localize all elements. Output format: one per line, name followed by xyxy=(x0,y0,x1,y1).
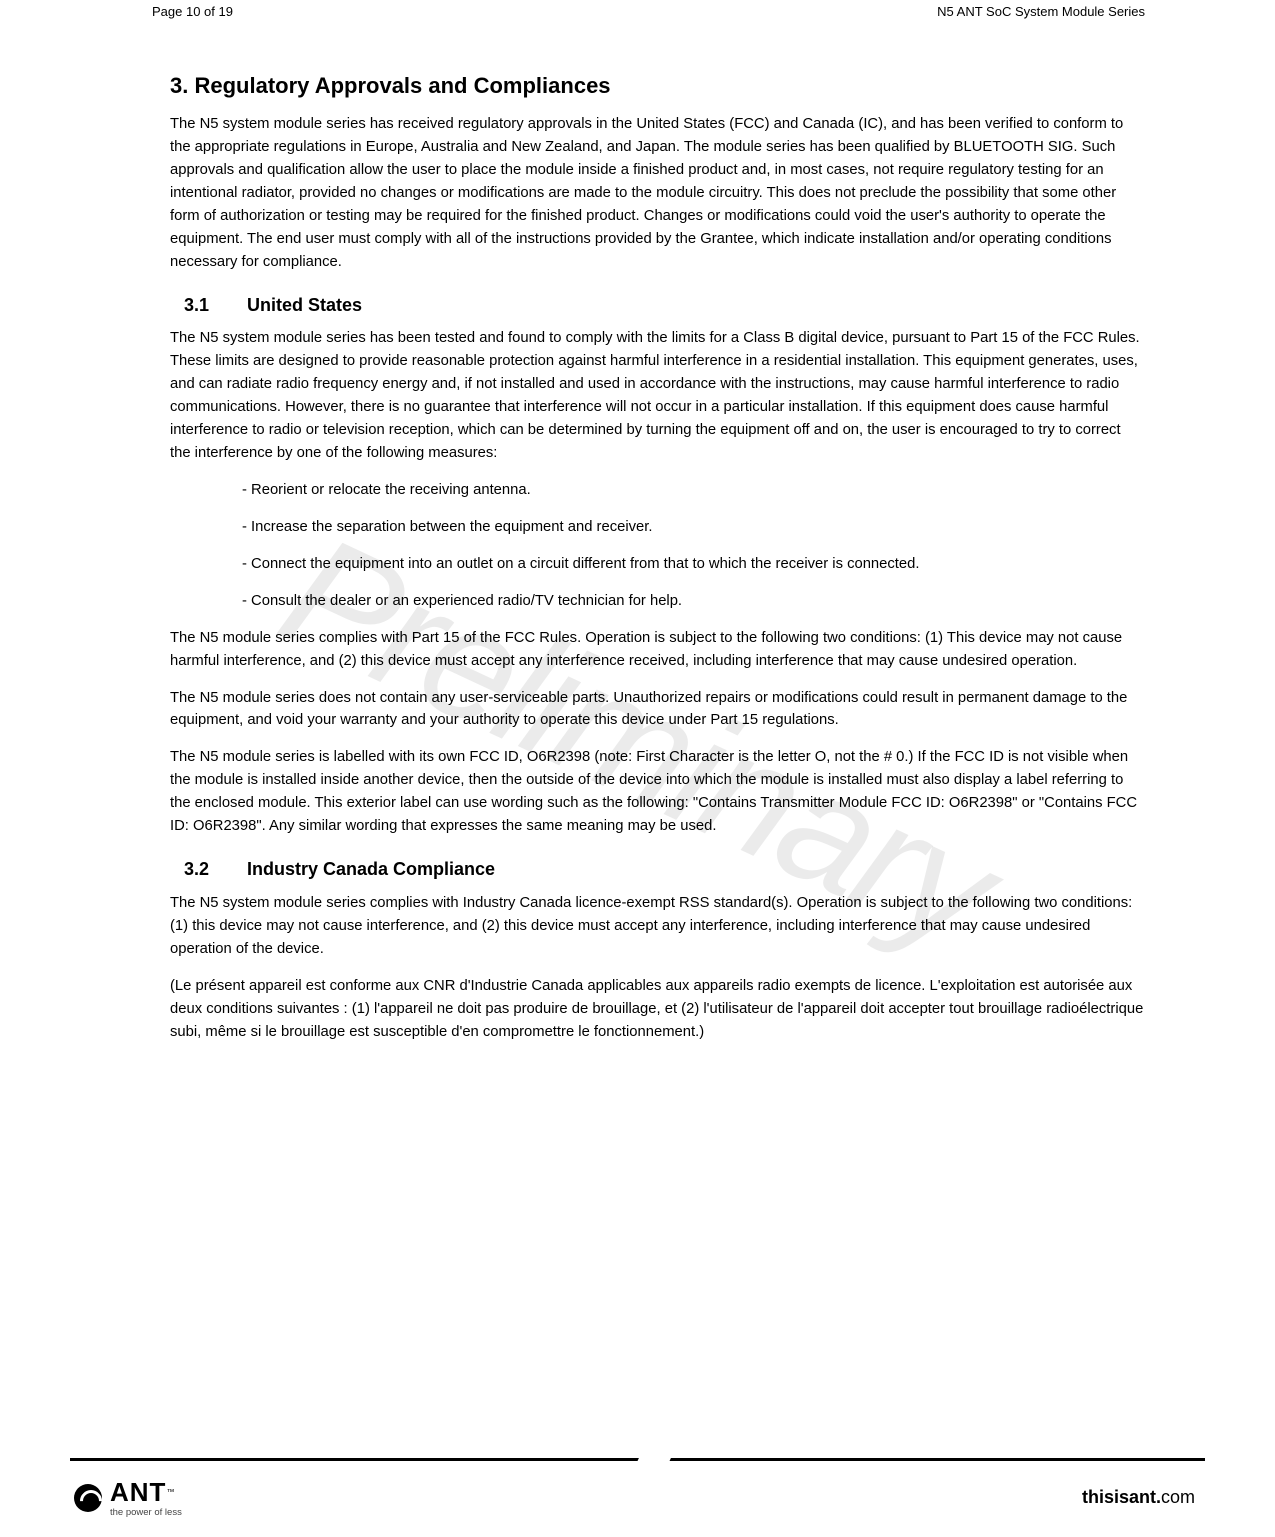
ant-logo-icon xyxy=(74,1484,102,1512)
list-item: - Consult the dealer or an experienced r… xyxy=(242,590,1145,613)
subsection-number: 3.2 xyxy=(184,856,242,884)
subsection-number: 3.1 xyxy=(184,292,242,320)
page-header: Page 10 of 19 N5 ANT SoC System Module S… xyxy=(0,0,1275,19)
ic-paragraph-2: (Le présent appareil est conforme aux CN… xyxy=(170,975,1145,1044)
us-paragraph-4: The N5 module series is labelled with it… xyxy=(170,746,1145,838)
brand-name: ANT xyxy=(110,1477,166,1507)
footer-rule xyxy=(70,1458,1205,1461)
page-content: 3. Regulatory Approvals and Compliances … xyxy=(0,19,1275,1043)
section-number: 3. xyxy=(170,73,188,98)
us-paragraph-1: The N5 system module series has been tes… xyxy=(170,327,1145,465)
us-paragraph-2: The N5 module series complies with Part … xyxy=(170,627,1145,673)
section-heading: 3. Regulatory Approvals and Compliances xyxy=(170,69,1145,103)
subsection-heading-ic: 3.2 Industry Canada Compliance xyxy=(184,856,1145,884)
subsection-title: Industry Canada Compliance xyxy=(247,859,495,879)
doc-title: N5 ANT SoC System Module Series xyxy=(937,4,1145,19)
section-intro: The N5 system module series has received… xyxy=(170,113,1145,273)
ant-logo: ANT™ the power of less xyxy=(74,1479,182,1518)
footer-rule-notch xyxy=(636,1457,671,1463)
site-rest: com xyxy=(1161,1487,1195,1507)
brand-tagline: the power of less xyxy=(110,1508,182,1518)
list-item: - Increase the separation between the eq… xyxy=(242,516,1145,539)
subsection-title: United States xyxy=(247,295,362,315)
measures-list: - Reorient or relocate the receiving ant… xyxy=(242,479,1145,613)
us-paragraph-3: The N5 module series does not contain an… xyxy=(170,687,1145,733)
page-footer: ANT™ the power of less thisisant.com xyxy=(0,1458,1275,1518)
list-item: - Connect the equipment into an outlet o… xyxy=(242,553,1145,576)
trademark-symbol: ™ xyxy=(166,1487,174,1496)
section-title: Regulatory Approvals and Compliances xyxy=(194,73,610,98)
page-number: Page 10 of 19 xyxy=(152,4,233,19)
ic-paragraph-1: The N5 system module series complies wit… xyxy=(170,892,1145,961)
subsection-heading-us: 3.1 United States xyxy=(184,292,1145,320)
list-item: - Reorient or relocate the receiving ant… xyxy=(242,479,1145,502)
website-url: thisisant.com xyxy=(1082,1487,1195,1508)
site-bold: thisisant. xyxy=(1082,1487,1161,1507)
